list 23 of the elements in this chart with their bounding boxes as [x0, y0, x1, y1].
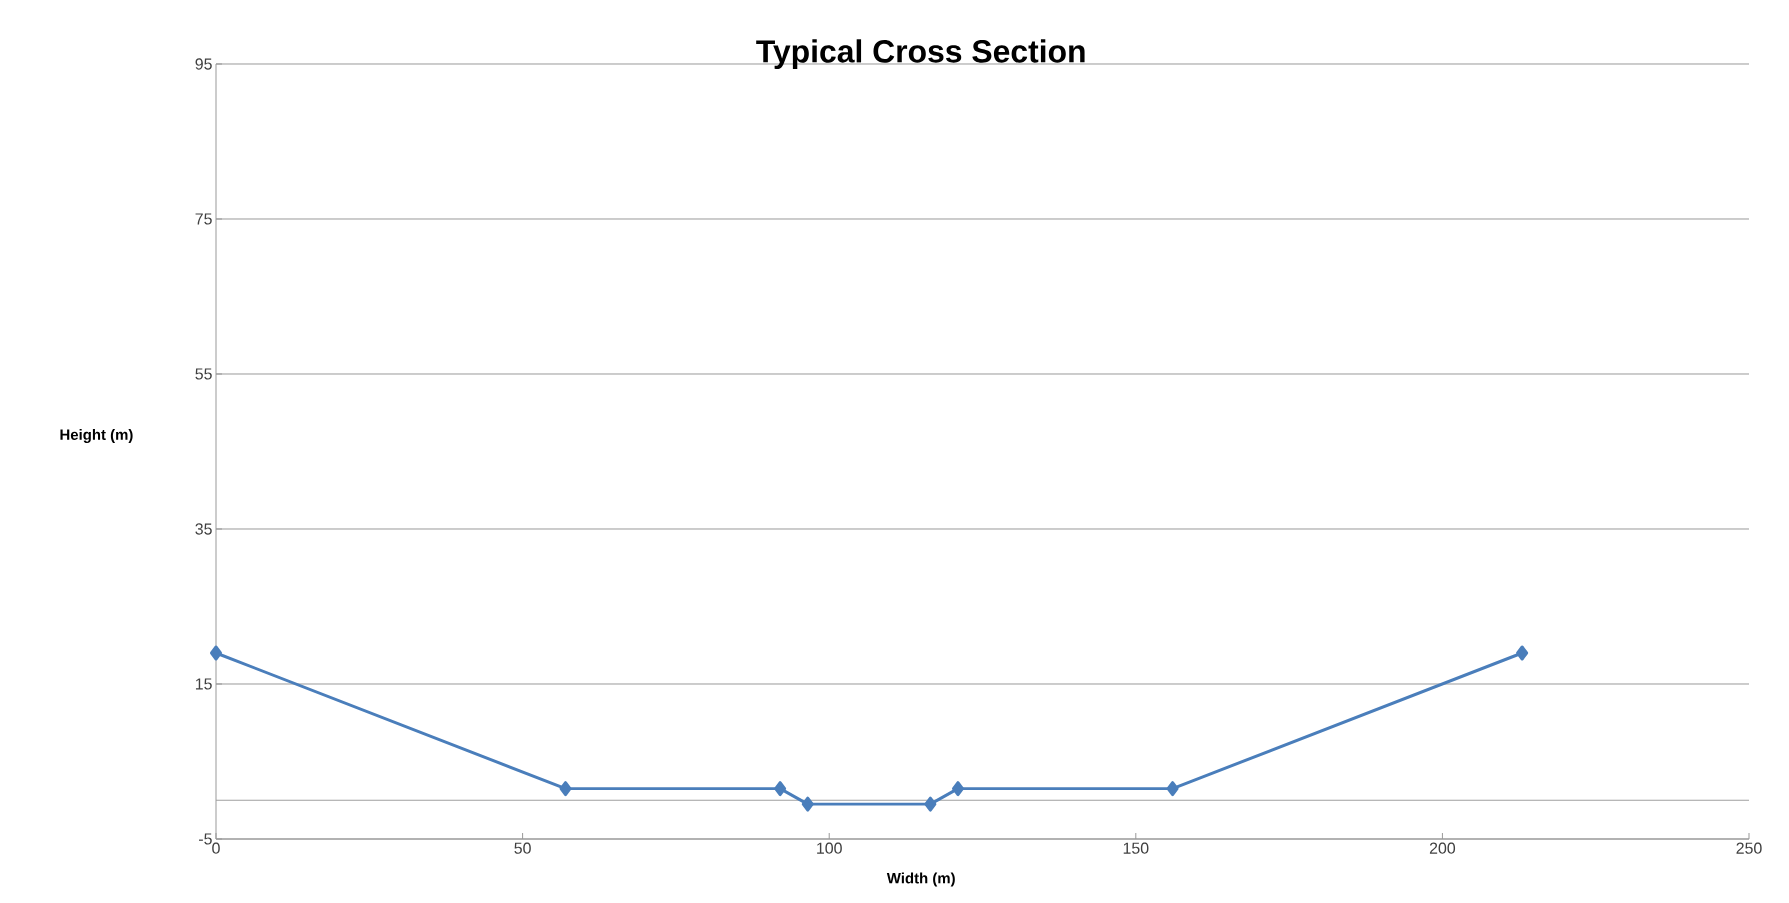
- point: [1516, 645, 1529, 661]
- x-tick-label: 150: [1123, 842, 1149, 854]
- x-tick-label: 50: [514, 842, 531, 854]
- y-tick-label: -5: [199, 833, 212, 845]
- y-axis-title: Height (m): [60, 428, 133, 443]
- y-tick-label: 35: [195, 523, 212, 535]
- y-tick-label: 15: [195, 678, 212, 690]
- point: [951, 781, 964, 797]
- x-tick-label: 100: [817, 842, 842, 854]
- x-tick-label: 250: [1736, 842, 1762, 854]
- x-tick-label: 0: [212, 842, 220, 854]
- y-tick-label: 95: [195, 58, 212, 70]
- y-tick-label: 55: [195, 368, 212, 380]
- point: [559, 781, 572, 797]
- point: [210, 645, 222, 661]
- x-axis-title: Width (m): [886, 872, 955, 887]
- point: [774, 781, 787, 797]
- point: [1166, 781, 1179, 797]
- point: [801, 796, 814, 812]
- x-tick-label: 200: [1429, 842, 1456, 854]
- chart-title: Typical Cross Section: [756, 39, 1085, 69]
- y-tick-label: 75: [195, 213, 212, 225]
- point: [924, 796, 937, 812]
